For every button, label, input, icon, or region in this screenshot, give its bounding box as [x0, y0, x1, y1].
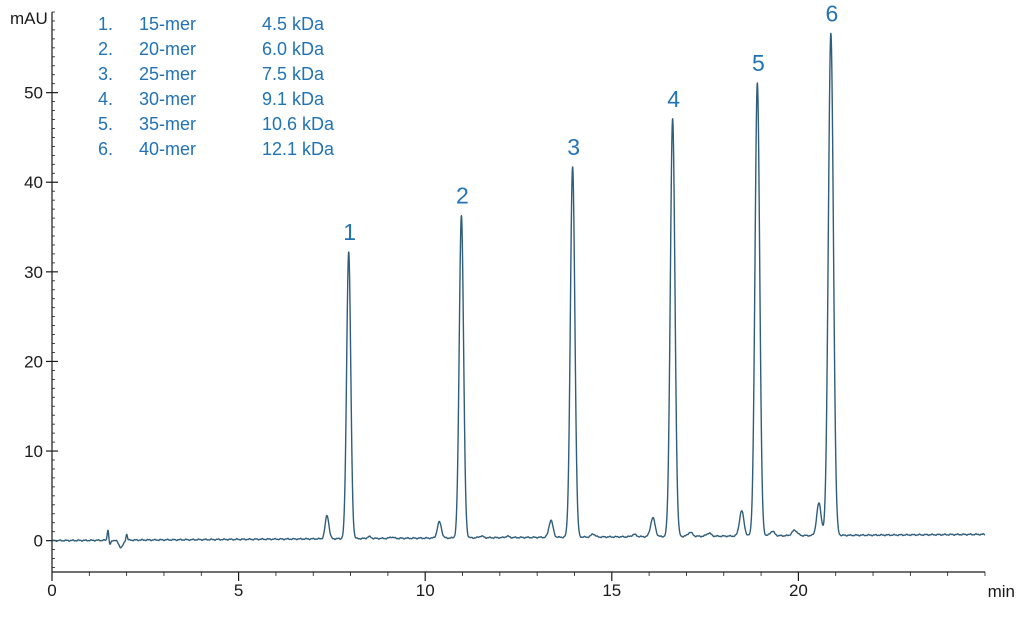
y-tick-label: 30 — [24, 263, 43, 282]
legend-mass: 10.6 kDa — [262, 114, 335, 134]
peak-label: 1 — [343, 219, 356, 245]
legend-number: 4. — [98, 89, 113, 109]
legend-number: 1. — [98, 14, 113, 34]
trace-layer — [51, 32, 986, 549]
y-tick-label: 40 — [24, 173, 43, 192]
x-tick-label: 0 — [47, 581, 56, 600]
legend-number: 6. — [98, 139, 113, 159]
legend-mass: 4.5 kDa — [262, 14, 325, 34]
legend-name: 15-mer — [139, 14, 196, 34]
peak-label: 2 — [456, 183, 469, 209]
legend-mass: 6.0 kDa — [262, 39, 325, 59]
x-tick-label: 10 — [416, 581, 435, 600]
legend-number: 3. — [98, 64, 113, 84]
y-tick-label: 0 — [34, 532, 43, 551]
y-tick-label: 10 — [24, 442, 43, 461]
y-tick-label: 20 — [24, 352, 43, 371]
legend-mass: 9.1 kDa — [262, 89, 325, 109]
legend-mass: 7.5 kDa — [262, 64, 325, 84]
legend-name: 35-mer — [139, 114, 196, 134]
peak-label: 4 — [667, 86, 680, 112]
legend-name: 40-mer — [139, 139, 196, 159]
legend-number: 2. — [98, 39, 113, 59]
legend-name: 20-mer — [139, 39, 196, 59]
chromatogram-trace — [51, 32, 986, 549]
x-axis-title: min — [988, 582, 1015, 601]
peak-label: 3 — [567, 134, 580, 160]
y-axis-title: mAU — [10, 9, 48, 28]
peak-label: 6 — [825, 0, 838, 26]
legend: 1. 15-mer 4.5 kDa 2. 20-mer 6.0 kDa 3. 25-mer 7.… — [98, 14, 335, 159]
x-tick-label: 5 — [234, 581, 243, 600]
y-tick-label: 50 — [24, 84, 43, 103]
legend-name: 25-mer — [139, 64, 196, 84]
legend-name: 30-mer — [139, 89, 196, 109]
x-tick-label: 20 — [789, 581, 808, 600]
legend-number: 5. — [98, 114, 113, 134]
legend-mass: 12.1 kDa — [262, 139, 335, 159]
peak-labels: 1 2 3 4 5 6 — [343, 0, 838, 245]
peak-label: 5 — [752, 50, 765, 76]
x-tick-label: 15 — [602, 581, 621, 600]
